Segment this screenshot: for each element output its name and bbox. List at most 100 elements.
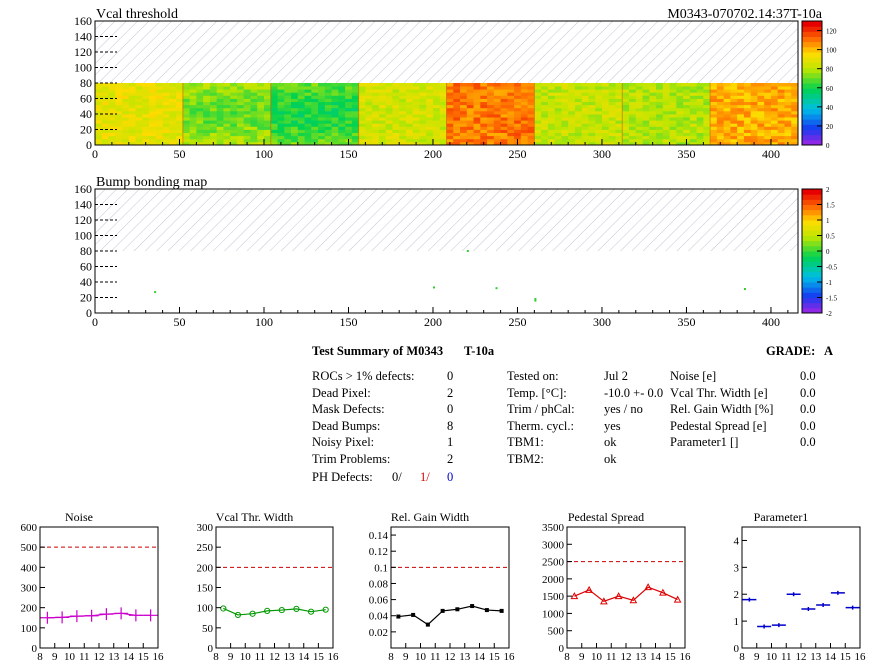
summary-label: Dead Pixel: xyxy=(312,385,371,400)
y-tick-label: 140 xyxy=(74,30,92,44)
x-tick-label: 13 xyxy=(459,651,471,663)
chart-3: Pedestal Spread 0 500 1000 1500 2000 2500 3000 3… xyxy=(542,510,691,663)
data-point xyxy=(757,624,772,629)
x-tick-label: 11 xyxy=(606,651,617,663)
chart-title: Parameter1 xyxy=(754,510,809,524)
x-tick-label: 9 xyxy=(52,651,58,663)
summary-value: 0.0 xyxy=(800,369,816,383)
palette-tick-label: 100 xyxy=(826,47,837,55)
palette-tick-label: -0.5 xyxy=(826,264,838,272)
summary-label: Mask Defects: xyxy=(312,402,385,417)
data-point xyxy=(570,592,579,600)
summary-label: TBM1: xyxy=(507,435,544,450)
x-tick-label: 16 xyxy=(153,651,165,663)
y-tick-label: 20 xyxy=(80,123,92,137)
x-tick-label: 10 xyxy=(415,651,427,663)
x-tick-label: 14 xyxy=(123,651,135,663)
summary-label: Parameter1 [] xyxy=(670,435,739,450)
series-line xyxy=(398,605,502,626)
palette-frame xyxy=(801,20,823,146)
summary-value: ok xyxy=(604,435,617,450)
palette-tick-label: 80 xyxy=(826,66,834,74)
palette-tick-label: -1.5 xyxy=(826,295,838,303)
x-tick-label: 8 xyxy=(388,651,394,663)
y-tick-label: 0 xyxy=(32,643,38,655)
bump-palette: -2 -1.5 -1 -0.5 0 0.5 1 1.5 2 xyxy=(801,186,838,318)
chart-title: Pedestal Spread xyxy=(568,510,644,524)
y-tick-label: 0.02 xyxy=(369,627,388,639)
x-tick-label: 11 xyxy=(255,651,266,663)
y-tick-label: 120 xyxy=(74,213,92,227)
ph-defects-value-1: 1/ xyxy=(420,470,430,484)
x-tick-label: 10 xyxy=(591,651,603,663)
x-tick-label: 16 xyxy=(680,651,692,663)
data-point xyxy=(499,608,504,613)
summary-value: 0.0 xyxy=(800,385,816,400)
y-tick-label: 0 xyxy=(86,306,92,320)
summary-value: 0.0 xyxy=(800,435,816,450)
ph-defects-value-0: 0/ xyxy=(392,470,402,484)
data-point xyxy=(470,604,475,609)
x-tick-label: 100 xyxy=(255,315,273,329)
summary-label: TBM2: xyxy=(507,452,544,466)
y-tick-label: 200 xyxy=(197,562,214,574)
x-tick-label: 13 xyxy=(635,651,647,663)
y-tick-label: 140 xyxy=(74,198,92,212)
x-tick-label: 250 xyxy=(508,147,526,161)
palette-tick-label: 1 xyxy=(826,217,830,225)
y-tick-label: 600 xyxy=(21,522,38,534)
summary-label: Dead Bumps: xyxy=(312,418,381,433)
y-tick-label: 40 xyxy=(80,275,92,289)
y-tick-label: 0 xyxy=(734,643,740,655)
summary-value: 0 xyxy=(447,402,454,417)
palette-tick-label: 120 xyxy=(826,28,837,36)
summary-value: yes / no xyxy=(604,402,643,417)
x-tick-label: 14 xyxy=(474,651,486,663)
y-tick-label: 200 xyxy=(21,603,38,615)
x-tick-label: 13 xyxy=(810,651,822,663)
y-tick-label: 160 xyxy=(74,14,92,28)
summary-value: 0.0 xyxy=(800,418,816,433)
summary-value: 0 xyxy=(447,369,454,383)
x-tick-label: 100 xyxy=(255,147,273,161)
data-point xyxy=(234,611,242,619)
palette-tick-label: -2 xyxy=(826,310,832,318)
x-tick-label: 400 xyxy=(762,315,780,329)
data-point xyxy=(40,611,55,624)
x-tick-label: 200 xyxy=(424,315,442,329)
y-tick-label: 100 xyxy=(21,623,38,635)
y-tick-label: 20 xyxy=(80,291,92,305)
chart-0: Noise 0 100 200 300 400 500 600 8 9 10 11 12 13 14 15 16 xyxy=(21,510,165,663)
x-tick-label: 9 xyxy=(579,651,585,663)
bump-defect-dot xyxy=(743,287,746,290)
module-id-title: M0343-070702.14:37T-10a xyxy=(667,7,822,22)
x-tick-label: 14 xyxy=(825,651,837,663)
x-tick-label: 15 xyxy=(840,651,852,663)
x-tick-label: 13 xyxy=(284,651,296,663)
x-tick-label: 350 xyxy=(677,315,695,329)
y-tick-label: 60 xyxy=(80,260,92,274)
chart-frame xyxy=(390,526,510,649)
data-point xyxy=(455,607,460,612)
x-tick-label: 12 xyxy=(445,651,456,663)
chart-title: Vcal Thr. Width xyxy=(216,510,293,524)
data-point xyxy=(411,612,416,617)
y-tick-label: 100 xyxy=(74,229,92,243)
y-tick-label: 4 xyxy=(734,535,740,547)
y-tick-label: 300 xyxy=(21,583,38,595)
x-tick-label: 12 xyxy=(796,651,807,663)
hatched-region xyxy=(95,189,798,251)
data-point xyxy=(84,609,99,622)
data-point xyxy=(816,602,831,607)
bump-defect-dot xyxy=(466,250,469,252)
y-tick-label: 40 xyxy=(80,107,92,121)
y-tick-label: 100 xyxy=(197,603,214,615)
y-tick-label: 3500 xyxy=(542,522,565,534)
palette-tick-label: 0.5 xyxy=(826,233,835,241)
palette-tick-label: 0 xyxy=(826,142,830,150)
data-point xyxy=(600,597,608,605)
chart-frame xyxy=(741,526,861,649)
